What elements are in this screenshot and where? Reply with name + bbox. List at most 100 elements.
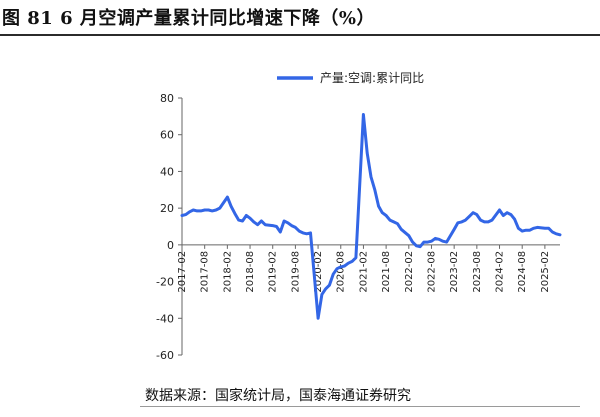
- data-point: [498, 208, 501, 212]
- x-tick-label: 2022-02: [404, 251, 415, 293]
- data-point: [328, 284, 331, 287]
- data-point: [471, 211, 475, 214]
- data-point: [260, 219, 263, 223]
- data-point: [475, 213, 478, 216]
- x-tick-label: 2020-02: [313, 251, 324, 293]
- data-point: [490, 218, 494, 222]
- data-point: [434, 237, 437, 240]
- data-point: [286, 221, 289, 224]
- data-point: [309, 231, 312, 235]
- legend: 产量:空调:累计同比: [277, 71, 424, 85]
- data-point: [316, 317, 320, 320]
- data-point: [483, 220, 486, 224]
- data-point: [513, 218, 516, 221]
- x-tick-label: 2024-02: [495, 251, 506, 293]
- data-point: [256, 223, 259, 226]
- data-point: [350, 260, 354, 263]
- y-tick-label: 0: [167, 239, 174, 252]
- data-point: [226, 195, 229, 199]
- data-point: [381, 211, 384, 214]
- data-point: [468, 215, 471, 218]
- data-point: [214, 208, 218, 212]
- x-tick-label: 2019-08: [290, 251, 301, 293]
- y-tick-label: 80: [160, 92, 174, 105]
- data-point: [245, 214, 248, 217]
- x-tick-label: 2018-08: [245, 251, 256, 293]
- data-point: [275, 225, 278, 228]
- data-point: [203, 208, 206, 212]
- data-point: [453, 228, 456, 231]
- data-point: [279, 230, 282, 234]
- data-point: [460, 220, 463, 224]
- data-point: [415, 244, 418, 247]
- data-point: [555, 232, 558, 235]
- data-point: [505, 211, 509, 214]
- x-tick-label: 2023-08: [472, 251, 483, 293]
- data-point: [524, 229, 528, 232]
- y-tick-label: -40: [156, 312, 174, 325]
- x-tick-label: 2023-02: [449, 251, 460, 293]
- data-point: [543, 227, 547, 230]
- data-point: [407, 234, 410, 237]
- x-axis: 2017-02 2017-08 2018-02 2018-08 2019-02 2019-…: [177, 244, 560, 293]
- y-tick-label: 40: [160, 165, 174, 178]
- data-point: [517, 227, 520, 230]
- data-point: [271, 224, 274, 227]
- data-point: [233, 212, 237, 215]
- data-point: [294, 226, 297, 229]
- data-point: [411, 240, 414, 244]
- data-point: [195, 209, 199, 213]
- x-tick-label: 2025-02: [540, 251, 551, 293]
- data-point: [184, 213, 187, 216]
- data-point: [207, 208, 210, 212]
- data-point: [332, 273, 335, 276]
- data-point: [354, 256, 358, 259]
- data-point: [211, 209, 214, 213]
- x-tick-label: 2020-08: [336, 251, 347, 293]
- data-point: [392, 220, 395, 224]
- data-point: [237, 218, 240, 222]
- y-tick-label: 60: [160, 129, 174, 142]
- data-point: [180, 214, 184, 217]
- figure-title: 图 81 6 月空调产量累计同比增速下降（%）: [2, 8, 375, 29]
- data-point: [536, 226, 539, 229]
- data-point: [369, 175, 373, 179]
- x-tick-label: 2021-02: [358, 251, 369, 293]
- data-point: [324, 287, 327, 291]
- data-point: [551, 230, 554, 234]
- data-point: [218, 206, 221, 210]
- x-tick-label: 2022-08: [426, 251, 437, 293]
- data-point: [479, 218, 482, 222]
- data-point: [464, 218, 467, 222]
- data-point: [430, 240, 433, 243]
- data-point: [290, 224, 293, 227]
- data-point: [252, 220, 255, 224]
- data-point: [456, 221, 460, 224]
- data-point: [248, 217, 252, 220]
- data-point: [305, 232, 308, 235]
- x-tick-label: 2018-02: [222, 251, 233, 293]
- data-point: [396, 222, 399, 225]
- data-point: [192, 208, 195, 212]
- data-point: [509, 213, 513, 216]
- x-tick-label: 2017-02: [177, 251, 188, 293]
- data-point: [426, 240, 429, 244]
- data-point: [366, 151, 369, 155]
- data-point: [298, 229, 301, 233]
- x-tick-label: 2024-08: [517, 251, 528, 293]
- data-point: [199, 209, 203, 213]
- data-point: [301, 231, 305, 235]
- data-point: [343, 264, 346, 268]
- y-tick-label: -20: [156, 276, 174, 289]
- data-point: [377, 205, 380, 208]
- x-tick-label: 2021-08: [381, 251, 392, 293]
- data-point: [264, 223, 267, 226]
- data-point: [441, 240, 444, 243]
- data-point: [320, 293, 324, 296]
- data-point: [418, 245, 422, 248]
- data-point: [335, 267, 339, 270]
- data-point: [229, 205, 233, 208]
- legend-label: 产量:空调:累计同比: [320, 71, 424, 85]
- data-point: [502, 214, 505, 217]
